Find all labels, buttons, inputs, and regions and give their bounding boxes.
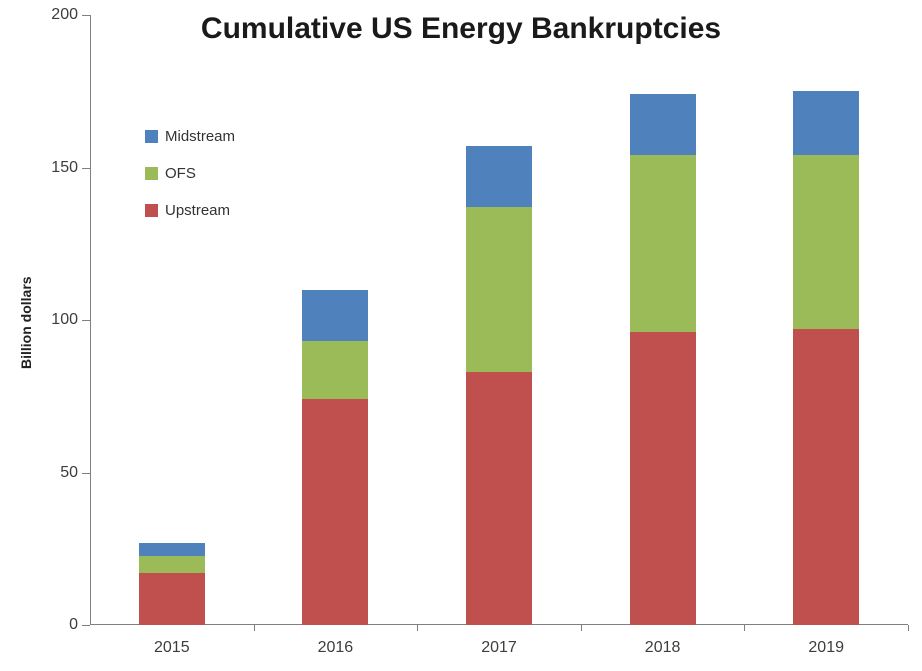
x-axis-category-label: 2015 — [154, 639, 190, 656]
bar-segment-ofs-2016 — [302, 341, 369, 400]
bar-segment-midstream-2018 — [629, 94, 696, 156]
x-axis-tick-mark — [744, 625, 746, 631]
y-axis-tick-mark — [82, 625, 90, 626]
legend-label-midstream: Midstream — [165, 128, 236, 145]
bar-segment-upstream-2016 — [302, 399, 369, 625]
x-axis-tick-mark — [580, 625, 582, 631]
legend-label-upstream: Upstream — [165, 202, 231, 219]
bar-segment-ofs-2019 — [793, 155, 860, 330]
y-axis-tick-label: 150 — [51, 158, 78, 176]
bar-segment-midstream-2019 — [793, 91, 860, 156]
y-axis-tick-label: 50 — [60, 463, 78, 481]
x-axis-tick-mark — [253, 625, 255, 631]
y-axis-tick-mark — [82, 320, 90, 321]
midstream-swatch-icon — [145, 130, 158, 143]
x-axis-category-label: 2019 — [808, 639, 844, 656]
y-axis-tick-mark — [82, 167, 90, 169]
legend-item-ofs: OFS — [145, 165, 235, 182]
legend-item-midstream: Midstream — [145, 128, 236, 145]
legend: Midstream OFS Upstream — [145, 128, 236, 240]
bar-segment-upstream-2015 — [138, 573, 205, 625]
upstream-swatch-icon — [145, 204, 158, 217]
x-axis-category-label: 2016 — [317, 639, 354, 656]
chart-title: Cumulative US Energy Bankruptcies — [200, 12, 722, 45]
bar-segment-upstream-2019 — [793, 329, 860, 625]
y-axis-tick-mark — [82, 15, 90, 16]
bar-segment-upstream-2017 — [466, 371, 532, 625]
ofs-swatch-icon — [145, 167, 158, 180]
bar-segment-midstream-2016 — [302, 289, 369, 342]
legend-item-upstream: Upstream — [145, 202, 235, 219]
bar-segment-midstream-2017 — [466, 146, 532, 208]
legend-label-ofs: OFS — [165, 165, 196, 182]
bar-segment-ofs-2018 — [629, 155, 696, 333]
bar-segment-ofs-2017 — [466, 207, 532, 372]
y-axis-tick-label: 200 — [51, 6, 78, 23]
bar-segment-upstream-2018 — [629, 332, 696, 625]
x-axis-category-label: 2018 — [644, 639, 681, 656]
y-axis-tick-mark — [82, 472, 90, 474]
y-axis-tick-label: 0 — [69, 616, 78, 633]
x-axis-category-label: 2017 — [481, 639, 517, 656]
bar-segment-ofs-2015 — [138, 556, 205, 574]
x-axis-tick-mark — [417, 625, 419, 631]
y-axis-tick-label: 100 — [51, 311, 78, 328]
x-axis-tick-mark — [908, 625, 909, 631]
bar-segment-midstream-2015 — [138, 542, 205, 557]
